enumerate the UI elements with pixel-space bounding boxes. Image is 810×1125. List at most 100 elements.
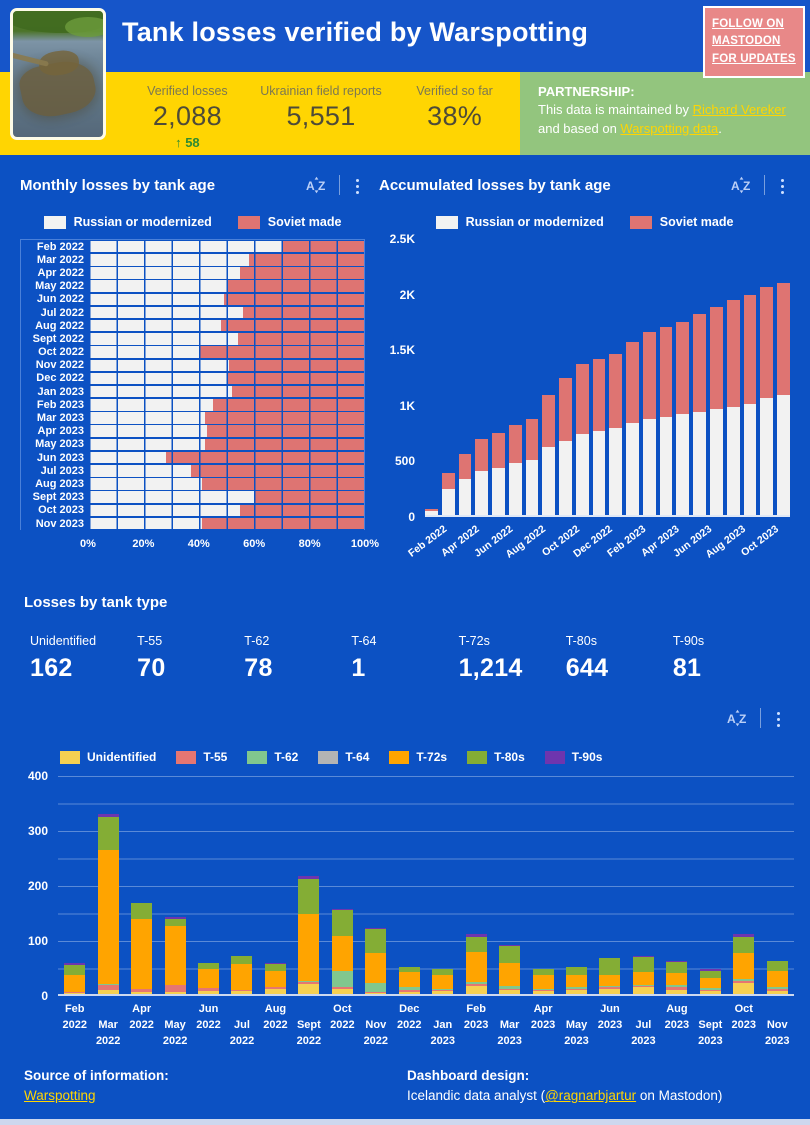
bar-segment-soviet-made[interactable] xyxy=(207,425,364,437)
warspotting-link[interactable]: Warspotting xyxy=(24,1088,96,1104)
bar-segment-t-55[interactable] xyxy=(365,991,387,993)
bar-segment-t-80s[interactable] xyxy=(264,963,286,971)
bar-segment-t-90s[interactable] xyxy=(264,962,286,964)
bar-segment-soviet-made[interactable] xyxy=(226,372,364,385)
bar-segment-t-55[interactable] xyxy=(632,986,654,988)
bar-segment-russian-or-modernized[interactable] xyxy=(89,293,224,306)
bar-segment-unidentified[interactable] xyxy=(432,991,454,994)
bar-segment-t-55[interactable] xyxy=(733,980,755,983)
bar-segment-russian-or-modernized[interactable] xyxy=(575,433,589,515)
bar-segment-russian-or-modernized[interactable] xyxy=(760,398,774,515)
bar-segment-t-72s[interactable] xyxy=(599,974,621,986)
bar-segment-soviet-made[interactable] xyxy=(190,465,364,477)
bar-segment-russian-or-modernized[interactable] xyxy=(89,491,254,503)
bar-segment-t-55[interactable] xyxy=(432,990,454,992)
bar-segment-russian-or-modernized[interactable] xyxy=(89,451,166,464)
bar-segment-soviet-made[interactable] xyxy=(226,280,364,292)
bar-segment-t-62[interactable] xyxy=(632,985,654,987)
bar-segment-t-80s[interactable] xyxy=(532,969,554,975)
bar-segment-t-62[interactable] xyxy=(599,985,621,988)
bar-segment-t-62[interactable] xyxy=(331,970,353,988)
bar-segment-soviet-made[interactable] xyxy=(458,454,472,479)
bar-segment-soviet-made[interactable] xyxy=(221,319,364,332)
bar-segment-t-72s[interactable] xyxy=(465,952,487,983)
bar-segment-t-72s[interactable] xyxy=(566,975,588,988)
bar-segment-russian-or-modernized[interactable] xyxy=(89,280,227,292)
bar-segment-soviet-made[interactable] xyxy=(281,240,364,253)
bar-segment-russian-or-modernized[interactable] xyxy=(525,459,539,515)
bar-segment-t-62[interactable] xyxy=(666,985,688,988)
bar-segment-t-90s[interactable] xyxy=(97,814,119,817)
bar-segment-t-80s[interactable] xyxy=(231,955,253,964)
bar-segment-t-55[interactable] xyxy=(131,988,153,993)
bar-segment-soviet-made[interactable] xyxy=(166,451,364,464)
bar-segment-t-80s[interactable] xyxy=(97,816,119,850)
bar-segment-soviet-made[interactable] xyxy=(508,424,522,464)
bar-segment-t-90s[interactable] xyxy=(666,961,688,963)
bar-segment-t-80s[interactable] xyxy=(699,970,721,979)
bar-segment-russian-or-modernized[interactable] xyxy=(89,240,282,253)
bar-segment-soviet-made[interactable] xyxy=(626,341,639,423)
follow-mastodon-button[interactable]: FOLLOW ON MASTODON FOR UPDATES xyxy=(703,6,805,78)
bar-segment-soviet-made[interactable] xyxy=(642,332,656,419)
bar-segment-soviet-made[interactable] xyxy=(229,359,364,372)
bar-segment-unidentified[interactable] xyxy=(566,989,588,994)
bar-segment-soviet-made[interactable] xyxy=(425,508,438,511)
bar-segment-t-72s[interactable] xyxy=(264,970,286,988)
bar-segment-russian-or-modernized[interactable] xyxy=(710,409,723,515)
bar-segment-t-55[interactable] xyxy=(699,989,721,991)
bar-segment-soviet-made[interactable] xyxy=(240,504,364,517)
bar-segment-t-72s[interactable] xyxy=(298,914,320,982)
bar-segment-russian-or-modernized[interactable] xyxy=(89,478,202,490)
bar-segment-t-80s[interactable] xyxy=(499,945,521,964)
bar-segment-t-72s[interactable] xyxy=(97,849,119,984)
bar-segment-t-80s[interactable] xyxy=(666,962,688,974)
bar-segment-t-62[interactable] xyxy=(532,988,554,990)
bar-segment-russian-or-modernized[interactable] xyxy=(89,504,241,517)
bar-segment-soviet-made[interactable] xyxy=(441,472,455,490)
bar-segment-soviet-made[interactable] xyxy=(542,394,556,448)
bar-segment-unidentified[interactable] xyxy=(699,990,721,994)
bar-segment-soviet-made[interactable] xyxy=(204,412,364,424)
bar-segment-soviet-made[interactable] xyxy=(243,306,364,319)
bar-segment-t-62[interactable] xyxy=(365,983,387,992)
bar-segment-soviet-made[interactable] xyxy=(212,399,364,411)
bar-segment-t-72s[interactable] xyxy=(331,936,353,971)
bar-segment-t-80s[interactable] xyxy=(64,965,86,975)
bar-segment-t-80s[interactable] xyxy=(331,910,353,937)
bar-segment-t-72s[interactable] xyxy=(532,974,554,989)
bar-segment-soviet-made[interactable] xyxy=(232,385,364,398)
bar-segment-t-90s[interactable] xyxy=(164,917,186,919)
bar-segment-russian-or-modernized[interactable] xyxy=(89,359,230,372)
bar-segment-t-72s[interactable] xyxy=(64,974,86,992)
more-vert-menu-icon[interactable] xyxy=(356,178,359,182)
bar-segment-russian-or-modernized[interactable] xyxy=(89,399,213,411)
bar-segment-t-72s[interactable] xyxy=(666,973,688,986)
bar-segment-t-64[interactable] xyxy=(97,983,119,985)
bar-segment-unidentified[interactable] xyxy=(231,990,253,994)
bar-segment-unidentified[interactable] xyxy=(632,987,654,994)
bar-segment-russian-or-modernized[interactable] xyxy=(89,372,227,385)
legend-item-unidentified[interactable]: Unidentified xyxy=(60,750,156,764)
more-vert-menu-icon[interactable] xyxy=(781,178,784,182)
bar-segment-t-55[interactable] xyxy=(231,990,253,991)
legend-item-t-64[interactable]: T-64 xyxy=(318,750,369,764)
bar-segment-t-62[interactable] xyxy=(733,979,755,981)
bar-segment-t-55[interactable] xyxy=(331,987,353,989)
richard-vereker-link[interactable]: Richard Vereker xyxy=(692,102,786,118)
bar-segment-russian-or-modernized[interactable] xyxy=(89,267,241,279)
legend-item-t-55[interactable]: T-55 xyxy=(176,750,227,764)
bar-segment-soviet-made[interactable] xyxy=(199,346,364,358)
bar-segment-soviet-made[interactable] xyxy=(726,300,740,407)
bar-segment-t-90s[interactable] xyxy=(499,944,521,946)
bar-segment-soviet-made[interactable] xyxy=(760,287,774,399)
bar-segment-russian-or-modernized[interactable] xyxy=(475,471,489,515)
bar-segment-russian-or-modernized[interactable] xyxy=(642,418,656,515)
bar-segment-t-72s[interactable] xyxy=(499,963,521,987)
bar-segment-t-80s[interactable] xyxy=(198,962,220,970)
bar-segment-russian-or-modernized[interactable] xyxy=(89,306,243,319)
bar-segment-t-72s[interactable] xyxy=(766,970,788,988)
bar-segment-t-72s[interactable] xyxy=(632,972,654,986)
legend-item-modern[interactable]: Russian or modernized xyxy=(43,215,212,229)
